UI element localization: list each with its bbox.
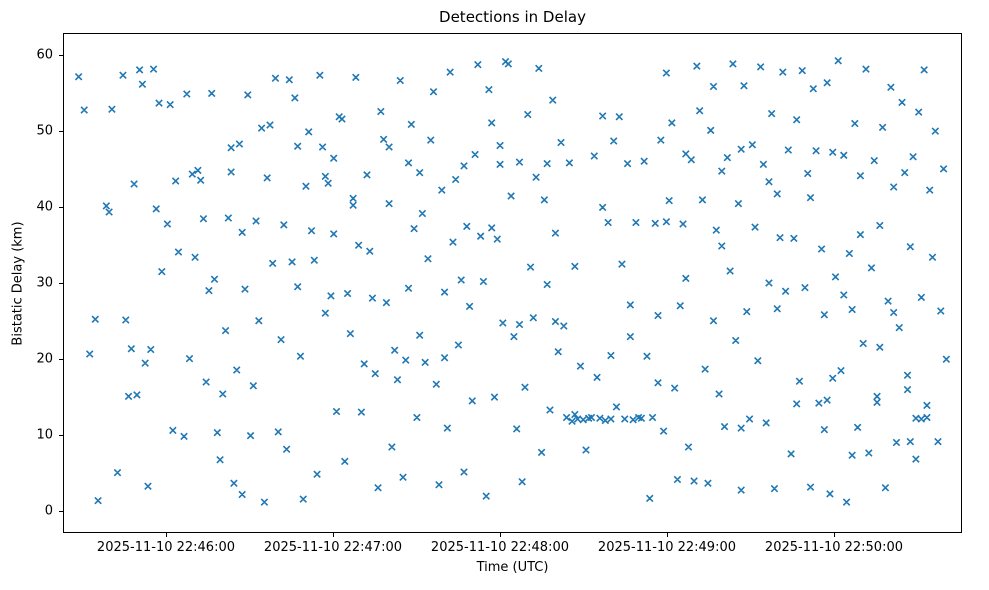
y-tick (59, 358, 63, 360)
x-tick (499, 533, 501, 537)
x-axis-label: Time (UTC) (476, 560, 549, 575)
y-tick (59, 207, 63, 209)
x-tick-label: 2025-11-10 22:46:00 (96, 540, 236, 555)
x-tick-label: 2025-11-10 22:50:00 (764, 540, 904, 555)
y-tick (59, 55, 63, 57)
y-tick-label: 30 (36, 275, 53, 291)
scatter-marker-paths (74, 57, 951, 506)
y-tick-label: 60 (36, 47, 53, 63)
x-tick-label: 2025-11-10 22:48:00 (430, 540, 570, 555)
y-tick (59, 283, 63, 284)
x-tick-label: 2025-11-10 22:47:00 (263, 540, 403, 555)
x-tick (332, 533, 334, 537)
y-tick-label: 20 (36, 351, 53, 367)
y-tick (59, 510, 63, 512)
y-tick-label: 0 (44, 503, 53, 519)
x-tick-label: 2025-11-10 22:49:00 (597, 540, 737, 555)
y-tick (59, 131, 63, 133)
x-tick (165, 533, 167, 537)
y-tick-label: 50 (36, 123, 53, 139)
x-tick (666, 533, 668, 537)
y-tick-label: 10 (36, 427, 53, 443)
scatter-points (74, 57, 951, 506)
y-tick-label: 40 (36, 199, 53, 215)
plot-area (63, 33, 962, 533)
x-tick (833, 533, 835, 537)
y-tick (59, 434, 63, 436)
chart-title: Detections in Delay (439, 8, 586, 26)
